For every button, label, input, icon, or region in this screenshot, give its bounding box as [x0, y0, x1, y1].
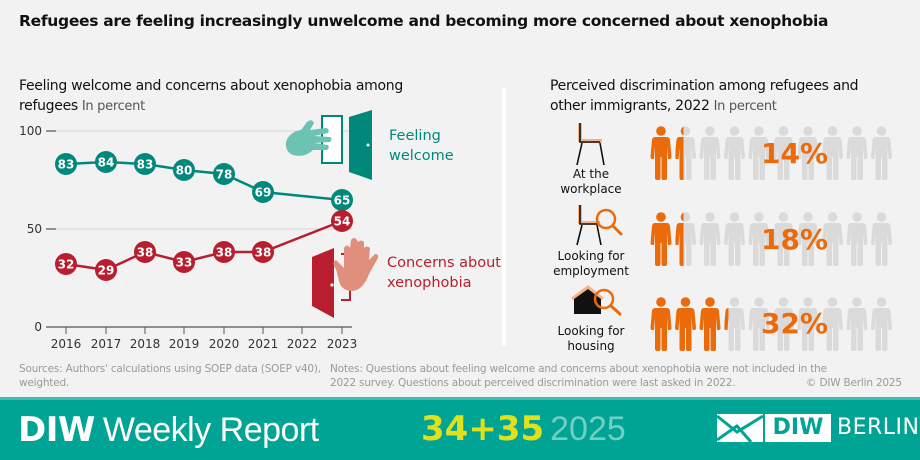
svg-text:2021: 2021	[248, 337, 279, 351]
issue: 34+35	[421, 409, 545, 449]
category-label-employment: Looking for employment	[546, 249, 636, 279]
svg-text:78: 78	[216, 168, 233, 182]
copyright: © DIW Berlin 2025	[806, 377, 902, 389]
svg-text:2016: 2016	[51, 337, 82, 351]
category-label-line2: workplace	[560, 182, 622, 196]
left-title-line1: Feeling welcome and concerns about xenop…	[19, 78, 403, 94]
diw-logo-mark-icon	[717, 414, 764, 443]
logo-diw: DIW	[765, 414, 831, 442]
sources-note: Sources: Authors' calculations using SOE…	[19, 362, 321, 390]
notes: Notes: Questions about feeling welcome a…	[330, 362, 827, 390]
legend-welcome: Feeling welcome	[389, 126, 454, 166]
sources-line2: weighted.	[19, 377, 70, 389]
line-chart: 100 50 0 2016 2017 2018 2019 2020 2021 2…	[19, 110, 892, 351]
svg-text:33: 33	[176, 256, 193, 270]
house-magnifier-icon	[571, 285, 622, 316]
brand-text: Weekly Report	[102, 411, 319, 449]
percent-housing: 32%	[761, 307, 829, 340]
right-title-line2: other immigrants, 2022	[550, 98, 710, 114]
legend-welcome-line1: Feeling	[389, 128, 441, 144]
svg-text:29: 29	[98, 264, 115, 278]
svg-text:2017: 2017	[91, 337, 122, 351]
brand-bold: DIW	[18, 410, 95, 450]
brand-title: DIW Weekly Report	[18, 410, 319, 450]
panel-divider	[502, 88, 506, 346]
svg-text:2018: 2018	[130, 337, 161, 351]
chair-icon	[576, 123, 605, 166]
legend-concern-line2: xenophobia	[387, 275, 472, 291]
left-panel-title: Feeling welcome and concerns about xenop…	[19, 76, 403, 117]
y-tick-50: 50	[27, 222, 42, 236]
concern-door-hand-icon	[312, 238, 379, 318]
right-unit: In percent	[713, 99, 777, 114]
category-label-housing: Looking for housing	[546, 324, 636, 354]
svg-text:2020: 2020	[209, 337, 240, 351]
left-title-line2: refugees	[19, 98, 78, 114]
concern-points: 32 29 38 33 38 38 54	[55, 210, 353, 281]
percent-employment: 18%	[761, 223, 829, 256]
svg-text:84: 84	[98, 156, 115, 170]
percent-workplace: 14%	[761, 137, 829, 170]
x-tick-labels: 2016 2017 2018 2019 2020 2021 2022 2023	[51, 337, 358, 351]
svg-text:83: 83	[137, 158, 154, 172]
svg-text:83: 83	[58, 158, 75, 172]
footer-banner: DIW Weekly Report 34+35 2025 DIW BERLIN	[0, 397, 920, 460]
category-label-line2: employment	[553, 264, 629, 278]
welcome-hand-door-icon	[285, 110, 372, 180]
category-label-line1: Looking for	[557, 249, 625, 263]
y-tick-100: 100	[19, 124, 42, 138]
legend-welcome-line2: welcome	[389, 148, 454, 164]
category-label-workplace: At the workplace	[546, 167, 636, 197]
svg-text:32: 32	[58, 258, 75, 272]
category-label-line1: At the	[572, 167, 610, 181]
svg-text:54: 54	[334, 215, 351, 229]
svg-text:38: 38	[137, 246, 154, 260]
notes-line2: 2022 survey. Questions about perceived d…	[330, 377, 736, 389]
right-panel-title: Perceived discrimination among refugees …	[550, 76, 859, 117]
legend-concern-line1: Concerns about	[387, 255, 501, 271]
y-tick-0: 0	[34, 320, 42, 334]
left-unit: In percent	[81, 99, 145, 114]
welcome-points: 83 84 83 80 78 69 65	[55, 151, 353, 211]
legend-concern: Concerns about xenophobia	[387, 253, 501, 293]
issue-number: 34+35 2025	[421, 409, 626, 449]
svg-text:2019: 2019	[169, 337, 200, 351]
svg-text:2022: 2022	[287, 337, 318, 351]
svg-text:38: 38	[216, 246, 233, 260]
svg-text:69: 69	[255, 186, 272, 200]
chair-magnifier-icon	[576, 205, 623, 246]
svg-text:2023: 2023	[327, 337, 358, 351]
category-label-line1: Looking for	[557, 324, 625, 338]
main-title: Refugees are feeling increasingly unwelc…	[19, 12, 829, 30]
issue-year: 2025	[550, 410, 626, 448]
notes-line1: Notes: Questions about feeling welcome a…	[330, 363, 827, 375]
svg-text:65: 65	[334, 194, 351, 208]
svg-text:38: 38	[255, 246, 272, 260]
svg-text:80: 80	[176, 164, 193, 178]
right-title-line1: Perceived discrimination among refugees …	[550, 78, 859, 94]
sources-line1: Sources: Authors' calculations using SOE…	[19, 363, 321, 375]
logo-berlin: BERLIN	[837, 415, 920, 440]
category-label-line2: housing	[567, 339, 615, 353]
